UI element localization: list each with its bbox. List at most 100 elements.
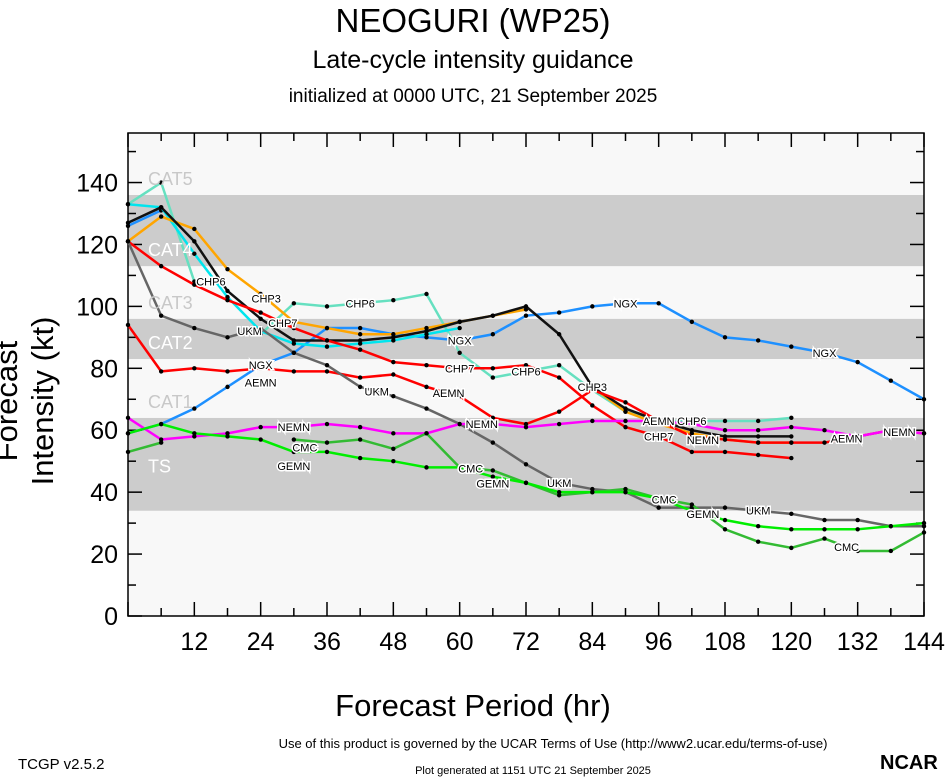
x-tick-label: 72 <box>512 628 540 656</box>
data-point-chp7 <box>192 282 197 287</box>
y-tick-label: 60 <box>90 417 118 445</box>
data-point-chp6 <box>523 369 529 374</box>
data-point-ngx <box>590 304 595 309</box>
data-point-ukm <box>324 363 330 368</box>
data-point-chp6 <box>158 180 164 185</box>
x-tick-label: 96 <box>645 628 673 656</box>
data-point-gemn <box>623 489 628 495</box>
data-point-cmc <box>855 548 860 554</box>
data-point-nemn <box>689 421 695 427</box>
data-point-series-5 <box>158 205 164 210</box>
data-point-nemn <box>457 421 462 427</box>
y-tick-label: 0 <box>104 603 118 631</box>
data-point-series-3 <box>291 341 297 346</box>
data-point-aemn <box>689 434 695 439</box>
data-point-chp7 <box>490 366 496 371</box>
x-tick-label: 132 <box>837 628 879 656</box>
data-point-series-5 <box>755 434 761 439</box>
series-label-ngx: NGX <box>249 360 274 372</box>
data-point-ukm <box>755 508 761 513</box>
data-point-aemn <box>391 372 396 377</box>
y-tick-label: 40 <box>90 479 118 507</box>
series-label-chp3: CHP3 <box>578 382 607 394</box>
data-point-ukm <box>556 480 562 486</box>
data-point-gemn <box>258 437 263 442</box>
data-point-aemn <box>722 437 728 442</box>
data-point-aemn <box>192 366 197 371</box>
data-point-chp6 <box>457 350 462 356</box>
data-point-series-5 <box>556 332 562 337</box>
data-point-aemn <box>457 393 462 399</box>
data-point-nemn <box>722 428 728 433</box>
data-point-chp3 <box>225 267 230 272</box>
series-label-cmc: CMC <box>458 463 483 475</box>
data-point-chp3 <box>656 421 661 427</box>
data-point-ngx <box>258 363 263 368</box>
data-point-chp3 <box>689 431 695 436</box>
data-point-aemn <box>623 400 628 405</box>
terms-of-use: Use of this product is governed by the U… <box>278 736 828 751</box>
data-point-ngx <box>424 335 429 340</box>
data-point-ukm <box>192 325 197 331</box>
data-point-ukm <box>656 505 661 510</box>
series-label-chp6: CHP6 <box>196 277 225 289</box>
data-point-chp7 <box>556 375 562 380</box>
band-label-cat5: CAT5 <box>148 169 193 189</box>
data-point-chp7 <box>258 310 263 315</box>
data-point-aemn <box>822 440 827 445</box>
data-point-gemn <box>523 480 529 486</box>
series-label-chp3: CHP3 <box>252 294 281 306</box>
data-point-series-5 <box>391 335 396 340</box>
data-point-chp3 <box>258 291 263 297</box>
data-point-chp7 <box>689 449 695 455</box>
data-point-series-5 <box>192 239 197 244</box>
data-point-ngx <box>921 397 927 402</box>
series-label-nemn: NEMN <box>883 427 915 439</box>
data-point-chp6 <box>324 304 330 309</box>
data-point-series-5 <box>623 406 628 411</box>
chart-subtitle: Late-cycle intensity guidance <box>312 46 634 74</box>
data-point-cmc <box>158 440 164 445</box>
data-point-chp6 <box>556 363 562 368</box>
series-label-chp7: CHP7 <box>268 318 297 330</box>
data-point-chp3 <box>424 325 429 331</box>
data-point-gemn <box>357 455 363 461</box>
series-label-nemn: NEMN <box>278 422 310 434</box>
data-point-series-5 <box>590 384 595 390</box>
init-time: initialized at 0000 UTC, 21 September 20… <box>288 86 658 107</box>
band-label-cat2: CAT2 <box>148 333 193 353</box>
series-label-cmc: CMC <box>652 494 677 506</box>
data-point-series-1 <box>125 223 131 229</box>
generated-time: Plot generated at 1151 UTC 21 September … <box>415 765 651 777</box>
data-point-chp3 <box>623 409 628 414</box>
data-point-nemn <box>192 434 197 439</box>
data-point-ngx <box>855 359 860 365</box>
data-point-nemn <box>556 421 562 427</box>
data-point-ngx <box>523 313 529 318</box>
data-point-aemn <box>291 369 297 374</box>
data-point-cmc <box>689 502 695 507</box>
data-point-ukm <box>590 486 595 492</box>
data-point-ukm <box>822 517 827 523</box>
data-point-gemn <box>789 527 794 532</box>
series-label-cmc: CMC <box>834 542 859 554</box>
data-point-chp3 <box>357 332 363 337</box>
data-point-ngx <box>623 301 628 306</box>
data-point-ukm <box>921 524 927 529</box>
data-point-nemn <box>888 428 894 433</box>
series-label-gemn: GEMN <box>686 509 719 521</box>
data-point-ngx <box>192 406 197 411</box>
series-label-ngx: NGX <box>813 348 838 360</box>
data-point-ngx <box>888 378 894 383</box>
band-label-ts: TS <box>148 457 171 477</box>
data-point-cmc <box>722 527 728 532</box>
x-tick-label: 36 <box>313 628 341 656</box>
data-point-nemn <box>324 421 330 427</box>
data-point-gemn <box>192 431 197 436</box>
data-point-chp7 <box>457 366 462 371</box>
data-point-gemn <box>457 465 462 470</box>
data-point-chp7 <box>225 297 230 303</box>
data-point-chp7 <box>590 403 595 408</box>
data-point-nemn <box>523 424 529 430</box>
series-label-chp7: CHP7 <box>445 363 474 375</box>
